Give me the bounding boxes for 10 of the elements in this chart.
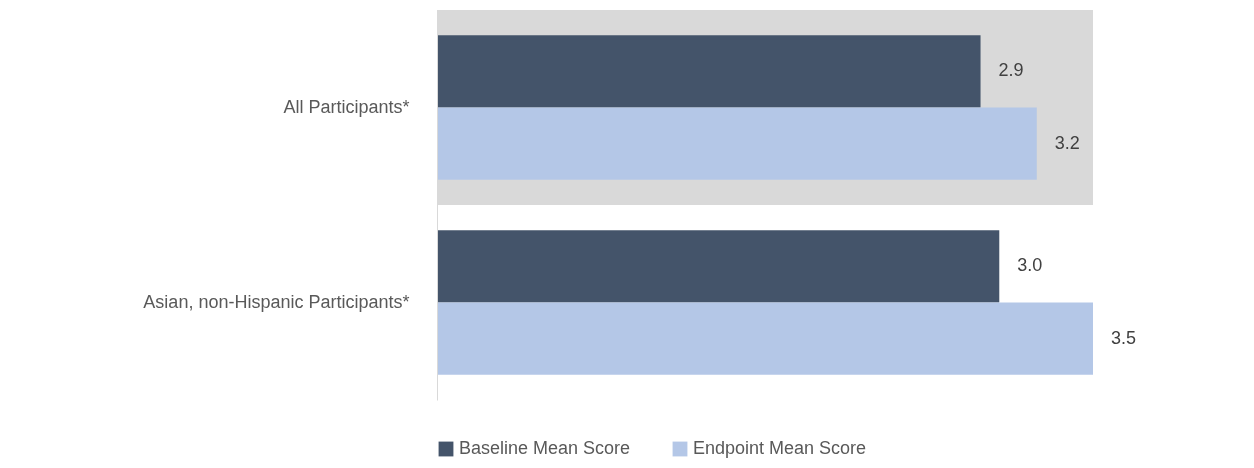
- data-label: 3.5: [1111, 327, 1137, 348]
- data-label: 3.2: [1054, 132, 1080, 153]
- bar: [437, 302, 1093, 375]
- legend-label: Baseline Mean Score: [459, 438, 631, 458]
- y-tick-label: All Participants*: [283, 96, 410, 117]
- data-label: 2.9: [998, 60, 1024, 81]
- data-label: 3.0: [1017, 255, 1043, 276]
- y-tick-label: Asian, non-Hispanic Participants*: [143, 291, 410, 312]
- bar: [437, 230, 1000, 303]
- legend-label: Endpoint Mean Score: [693, 438, 867, 458]
